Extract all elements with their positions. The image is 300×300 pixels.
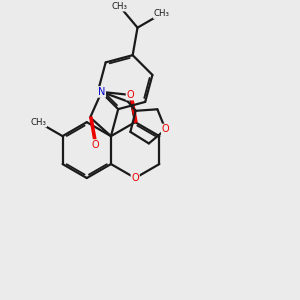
Text: O: O [162, 124, 169, 134]
Text: N: N [98, 87, 105, 97]
Text: CH₃: CH₃ [30, 118, 46, 127]
Text: CH₃: CH₃ [154, 9, 170, 18]
Text: O: O [127, 90, 134, 100]
Text: CH₃: CH₃ [112, 2, 127, 11]
Text: O: O [131, 173, 139, 183]
Text: O: O [91, 140, 99, 150]
